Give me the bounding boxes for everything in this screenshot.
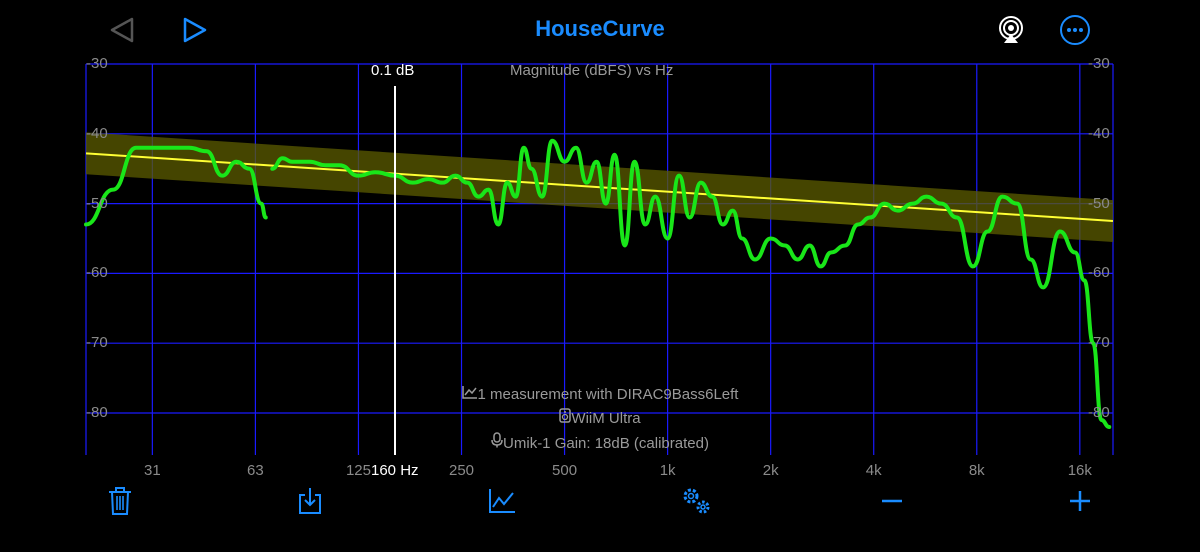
app-title: HouseCurve [535, 16, 665, 41]
x-tick-label: 250 [448, 462, 475, 479]
plus-icon[interactable] [1064, 485, 1096, 517]
y-tick-label-left: -30 [86, 55, 108, 72]
target-curve-line [85, 152, 1114, 223]
y-tick-label-left: -80 [86, 404, 108, 421]
device-text: WiiM Ultra [571, 410, 641, 427]
chart-icon[interactable] [486, 485, 518, 517]
chart-small-icon [461, 386, 477, 399]
x-tick-label: 63 [247, 462, 264, 479]
y-tick-label-left: -50 [86, 194, 108, 212]
x-tick-label: 1k [659, 462, 676, 479]
y-tick-label-right: -60 [1088, 264, 1110, 282]
measurement-info: 1 measurement with DIRAC9Bass6Left [0, 385, 1200, 403]
x-tick-label: 4k [865, 462, 882, 479]
y-tick-label-left: -70 [86, 334, 108, 352]
trash-icon[interactable] [104, 485, 136, 517]
measurement-curve [84, 145, 268, 227]
y-tick-label-left: -60 [86, 264, 108, 282]
mic-text: Umik-1 Gain: 18dB (calibrated) [503, 435, 709, 452]
play-icon[interactable] [180, 15, 210, 45]
plot-title: Magnitude (dBFS) vs Hz [510, 62, 674, 79]
mic-info: Umik-1 Gain: 18dB (calibrated) [0, 432, 1200, 452]
y-tick-label-right: -80 [1088, 404, 1110, 421]
y-tick-label-right: -40 [1088, 124, 1110, 142]
x-tick-label: 125 [345, 462, 371, 479]
device-info: WiiM Ultra [0, 408, 1200, 427]
minus-icon[interactable] [876, 485, 908, 517]
cursor-value-label: 0.1 dB [371, 62, 415, 79]
airplay-icon[interactable] [997, 16, 1025, 44]
x-tick-label: 2k [762, 462, 779, 479]
y-tick-label-right: -50 [1088, 194, 1110, 212]
y-tick-label-right: -70 [1088, 334, 1110, 352]
settings-gears-icon[interactable] [680, 485, 712, 517]
x-tick-label: 16k [1067, 462, 1092, 479]
cursor-freq-label: 160 Hz [371, 462, 419, 479]
more-icon[interactable] [1059, 14, 1091, 46]
x-tick-label: 8k [968, 462, 985, 479]
microphone-icon [491, 432, 503, 448]
x-tick-label: 31 [144, 462, 161, 479]
x-tick-label: 500 [552, 462, 578, 479]
measurement-curve [270, 138, 1112, 429]
measurement-text: 1 measurement with DIRAC9Bass6Left [477, 386, 739, 403]
back-icon[interactable] [108, 15, 138, 45]
speaker-icon [559, 408, 572, 423]
download-icon[interactable] [294, 485, 326, 517]
y-tick-label-left: -40 [86, 124, 108, 142]
y-tick-label-right: -30 [1088, 55, 1110, 72]
